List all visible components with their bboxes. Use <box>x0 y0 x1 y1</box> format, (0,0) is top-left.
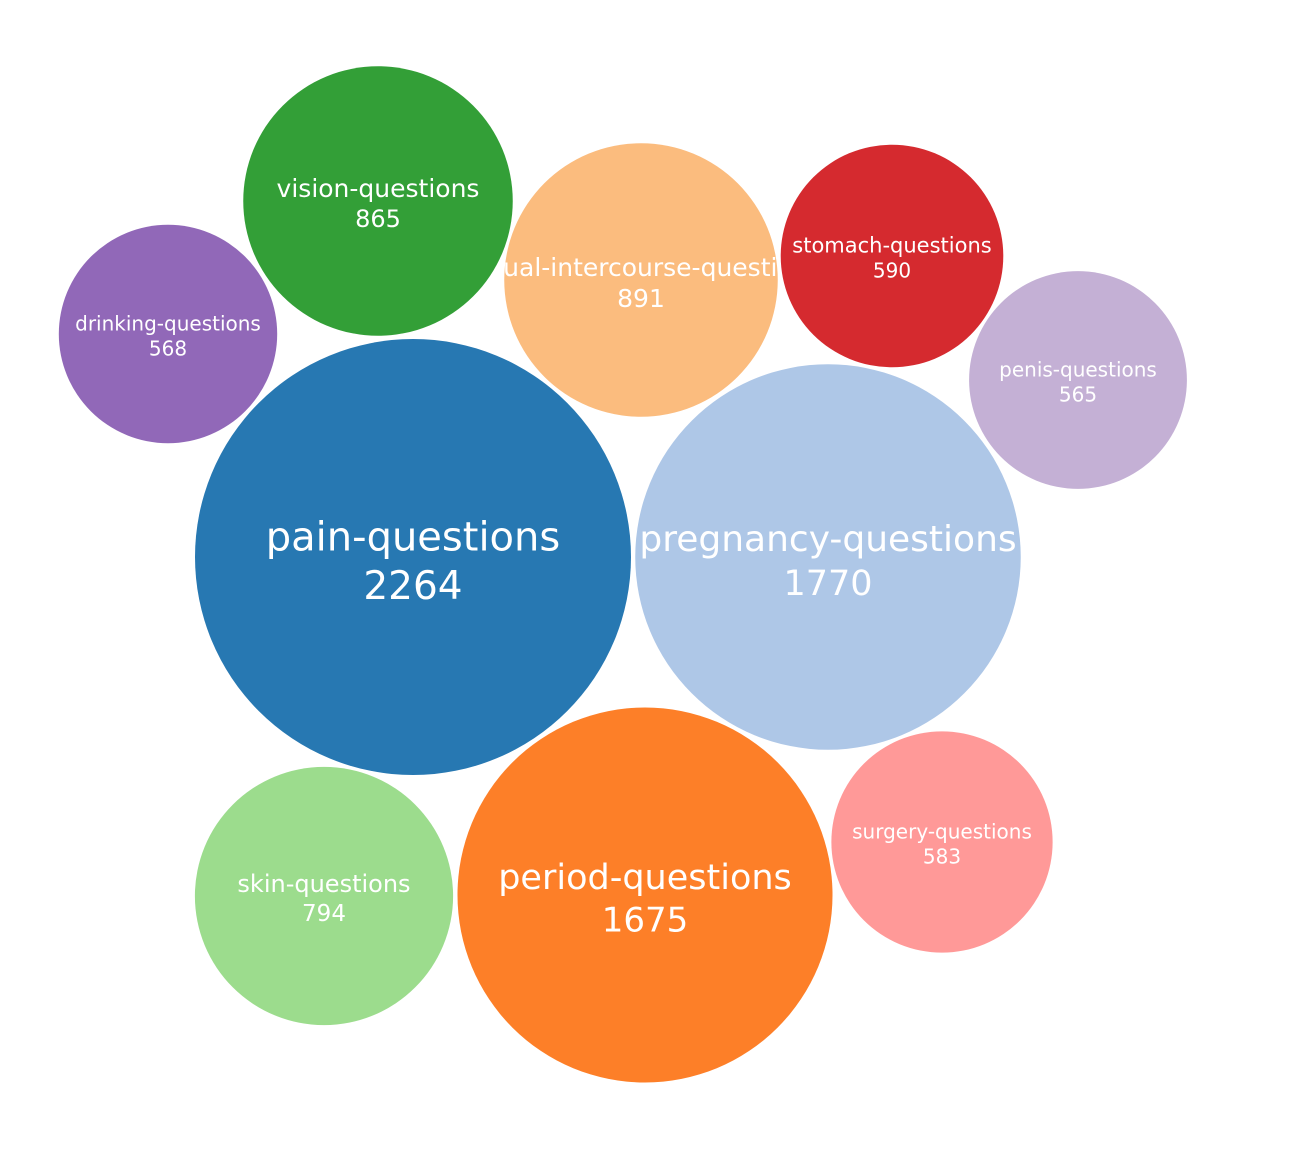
bubble-circle-stomach-questions <box>780 144 1004 368</box>
bubble-label-pain-questions: pain-questions <box>266 514 560 560</box>
bubble-label-sexual-intercourse-questions: sexual-intercourse-questions <box>460 253 821 282</box>
bubble-label-penis-questions: penis-questions <box>999 358 1157 382</box>
bubble-label-vision-questions: vision-questions <box>277 174 480 203</box>
bubble-value-skin-questions: 794 <box>302 901 346 927</box>
bubble-value-drinking-questions: 568 <box>149 337 187 361</box>
bubble-label-period-questions: period-questions <box>498 858 792 898</box>
bubble-label-pregnancy-questions: pregnancy-questions <box>639 519 1016 560</box>
bubble-value-sexual-intercourse-questions: 891 <box>617 284 665 313</box>
bubble-value-surgery-questions: 583 <box>923 845 961 869</box>
bubble-circle-pain-questions <box>195 339 631 775</box>
bubble-value-pregnancy-questions: 1770 <box>783 564 872 604</box>
bubble-label-skin-questions: skin-questions <box>237 870 410 898</box>
bubble-label-stomach-questions: stomach-questions <box>792 234 991 258</box>
bubble-value-period-questions: 1675 <box>602 901 689 941</box>
bubble-value-penis-questions: 565 <box>1059 383 1097 407</box>
bubble-value-vision-questions: 865 <box>355 205 401 233</box>
bubble-label-drinking-questions: drinking-questions <box>75 312 261 336</box>
bubble-circle-sexual-intercourse-questions <box>504 143 778 417</box>
bubble-value-pain-questions: 2264 <box>363 564 462 609</box>
bubble-circle-period-questions <box>457 707 833 1083</box>
bubble-circle-surgery-questions <box>831 731 1053 953</box>
bubble-skin-questions: skin-questions 794 <box>194 766 454 1026</box>
bubble-value-stomach-questions: 590 <box>873 259 911 283</box>
bubble-circle-pregnancy-questions <box>635 364 1021 750</box>
bubble-circle-skin-questions <box>194 766 454 1026</box>
bubble-circle-vision-questions <box>243 66 513 336</box>
bubble-label-surgery-questions: surgery-questions <box>852 820 1032 844</box>
bubble-circle-penis-questions <box>969 271 1187 489</box>
bubble-circle-drinking-questions <box>58 224 278 444</box>
